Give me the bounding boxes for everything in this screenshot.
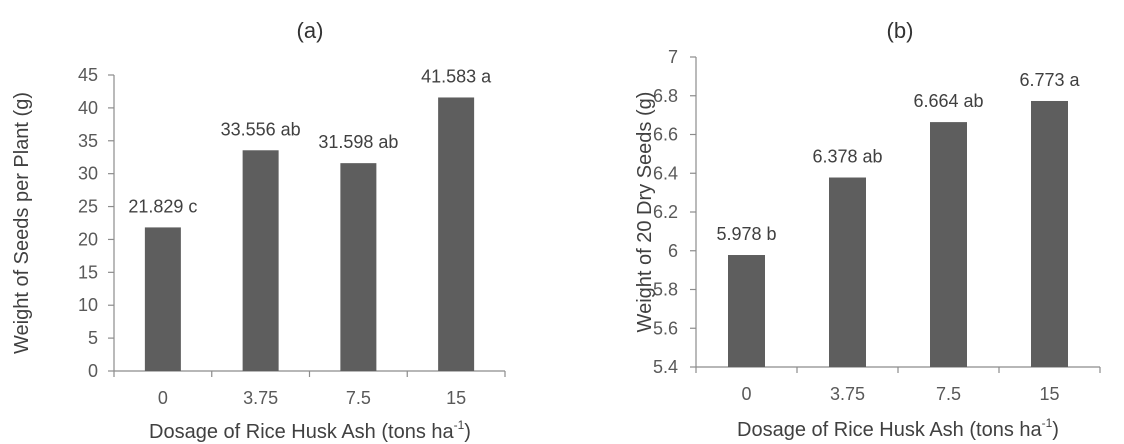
y-tick-label: 0: [88, 361, 98, 381]
y-axis-label: Weight of 20 Dry Seeds (g): [634, 92, 656, 333]
chart-panel-b: (b) 5.4 5.6 5.8 6 6.2 6.4 6.6 6.8 7 5.978 b 0 6.378 …: [634, 18, 1100, 441]
chart-title: (b): [887, 18, 914, 43]
x-tick-label: 3.75: [243, 388, 278, 408]
y-axis-label: Weight of Seeds per Plant (g): [11, 92, 33, 354]
data-label: 6.664 ab: [913, 91, 983, 111]
data-label: 31.598 ab: [318, 132, 398, 152]
x-tick-label: 15: [446, 388, 466, 408]
y-tick-label: 15: [78, 262, 98, 282]
y-tick-label: 45: [78, 65, 98, 85]
y-tick-label: 6: [668, 241, 678, 261]
data-label: 5.978 b: [716, 224, 776, 244]
data-label: 41.583 a: [421, 66, 492, 86]
bar: [438, 97, 474, 371]
y-tick-label: 5.4: [653, 357, 678, 377]
y-tick-label: 7: [668, 47, 678, 67]
x-tick-label: 7.5: [936, 384, 961, 404]
bar: [340, 163, 376, 371]
data-label: 33.556 ab: [221, 119, 301, 139]
bar: [728, 255, 765, 367]
bar: [829, 178, 866, 367]
y-tick-label: 6.2: [653, 202, 678, 222]
x-tick-label: 0: [741, 384, 751, 404]
bar: [930, 122, 967, 367]
data-label: 21.829 c: [128, 196, 197, 216]
y-tick-label: 5.6: [653, 318, 678, 338]
x-tick-label: 3.75: [830, 384, 865, 404]
y-tick-label: 6.6: [653, 125, 678, 145]
x-tick-label: 15: [1039, 384, 1059, 404]
y-tick-label: 35: [78, 131, 98, 151]
y-tick-label: 20: [78, 229, 98, 249]
bar: [1031, 101, 1068, 367]
y-tick-label: 5.8: [653, 280, 678, 300]
x-tick-label: 0: [158, 388, 168, 408]
y-tick-label: 40: [78, 98, 98, 118]
bar: [243, 150, 279, 371]
y-tick-label: 30: [78, 164, 98, 184]
y-tick-label: 6.8: [653, 86, 678, 106]
data-label: 6.773 a: [1019, 70, 1080, 90]
data-label: 6.378 ab: [812, 147, 882, 167]
x-axis-label: Dosage of Rice Husk Ash (tons ha-1): [737, 416, 1059, 441]
bar: [145, 227, 181, 371]
chart-panel-a: (a) 0 5 10 15 20 25 30 35 40 45 21.829 c 0 33.556 ab 3…: [11, 18, 505, 443]
y-tick-label: 6.4: [653, 163, 678, 183]
y-tick-label: 5: [88, 328, 98, 348]
x-axis-label: Dosage of Rice Husk Ash (tons ha-1): [149, 418, 471, 443]
y-tick-label: 10: [78, 295, 98, 315]
y-tick-label: 25: [78, 197, 98, 217]
x-tick-label: 7.5: [346, 388, 371, 408]
chart-title: (a): [297, 18, 324, 43]
